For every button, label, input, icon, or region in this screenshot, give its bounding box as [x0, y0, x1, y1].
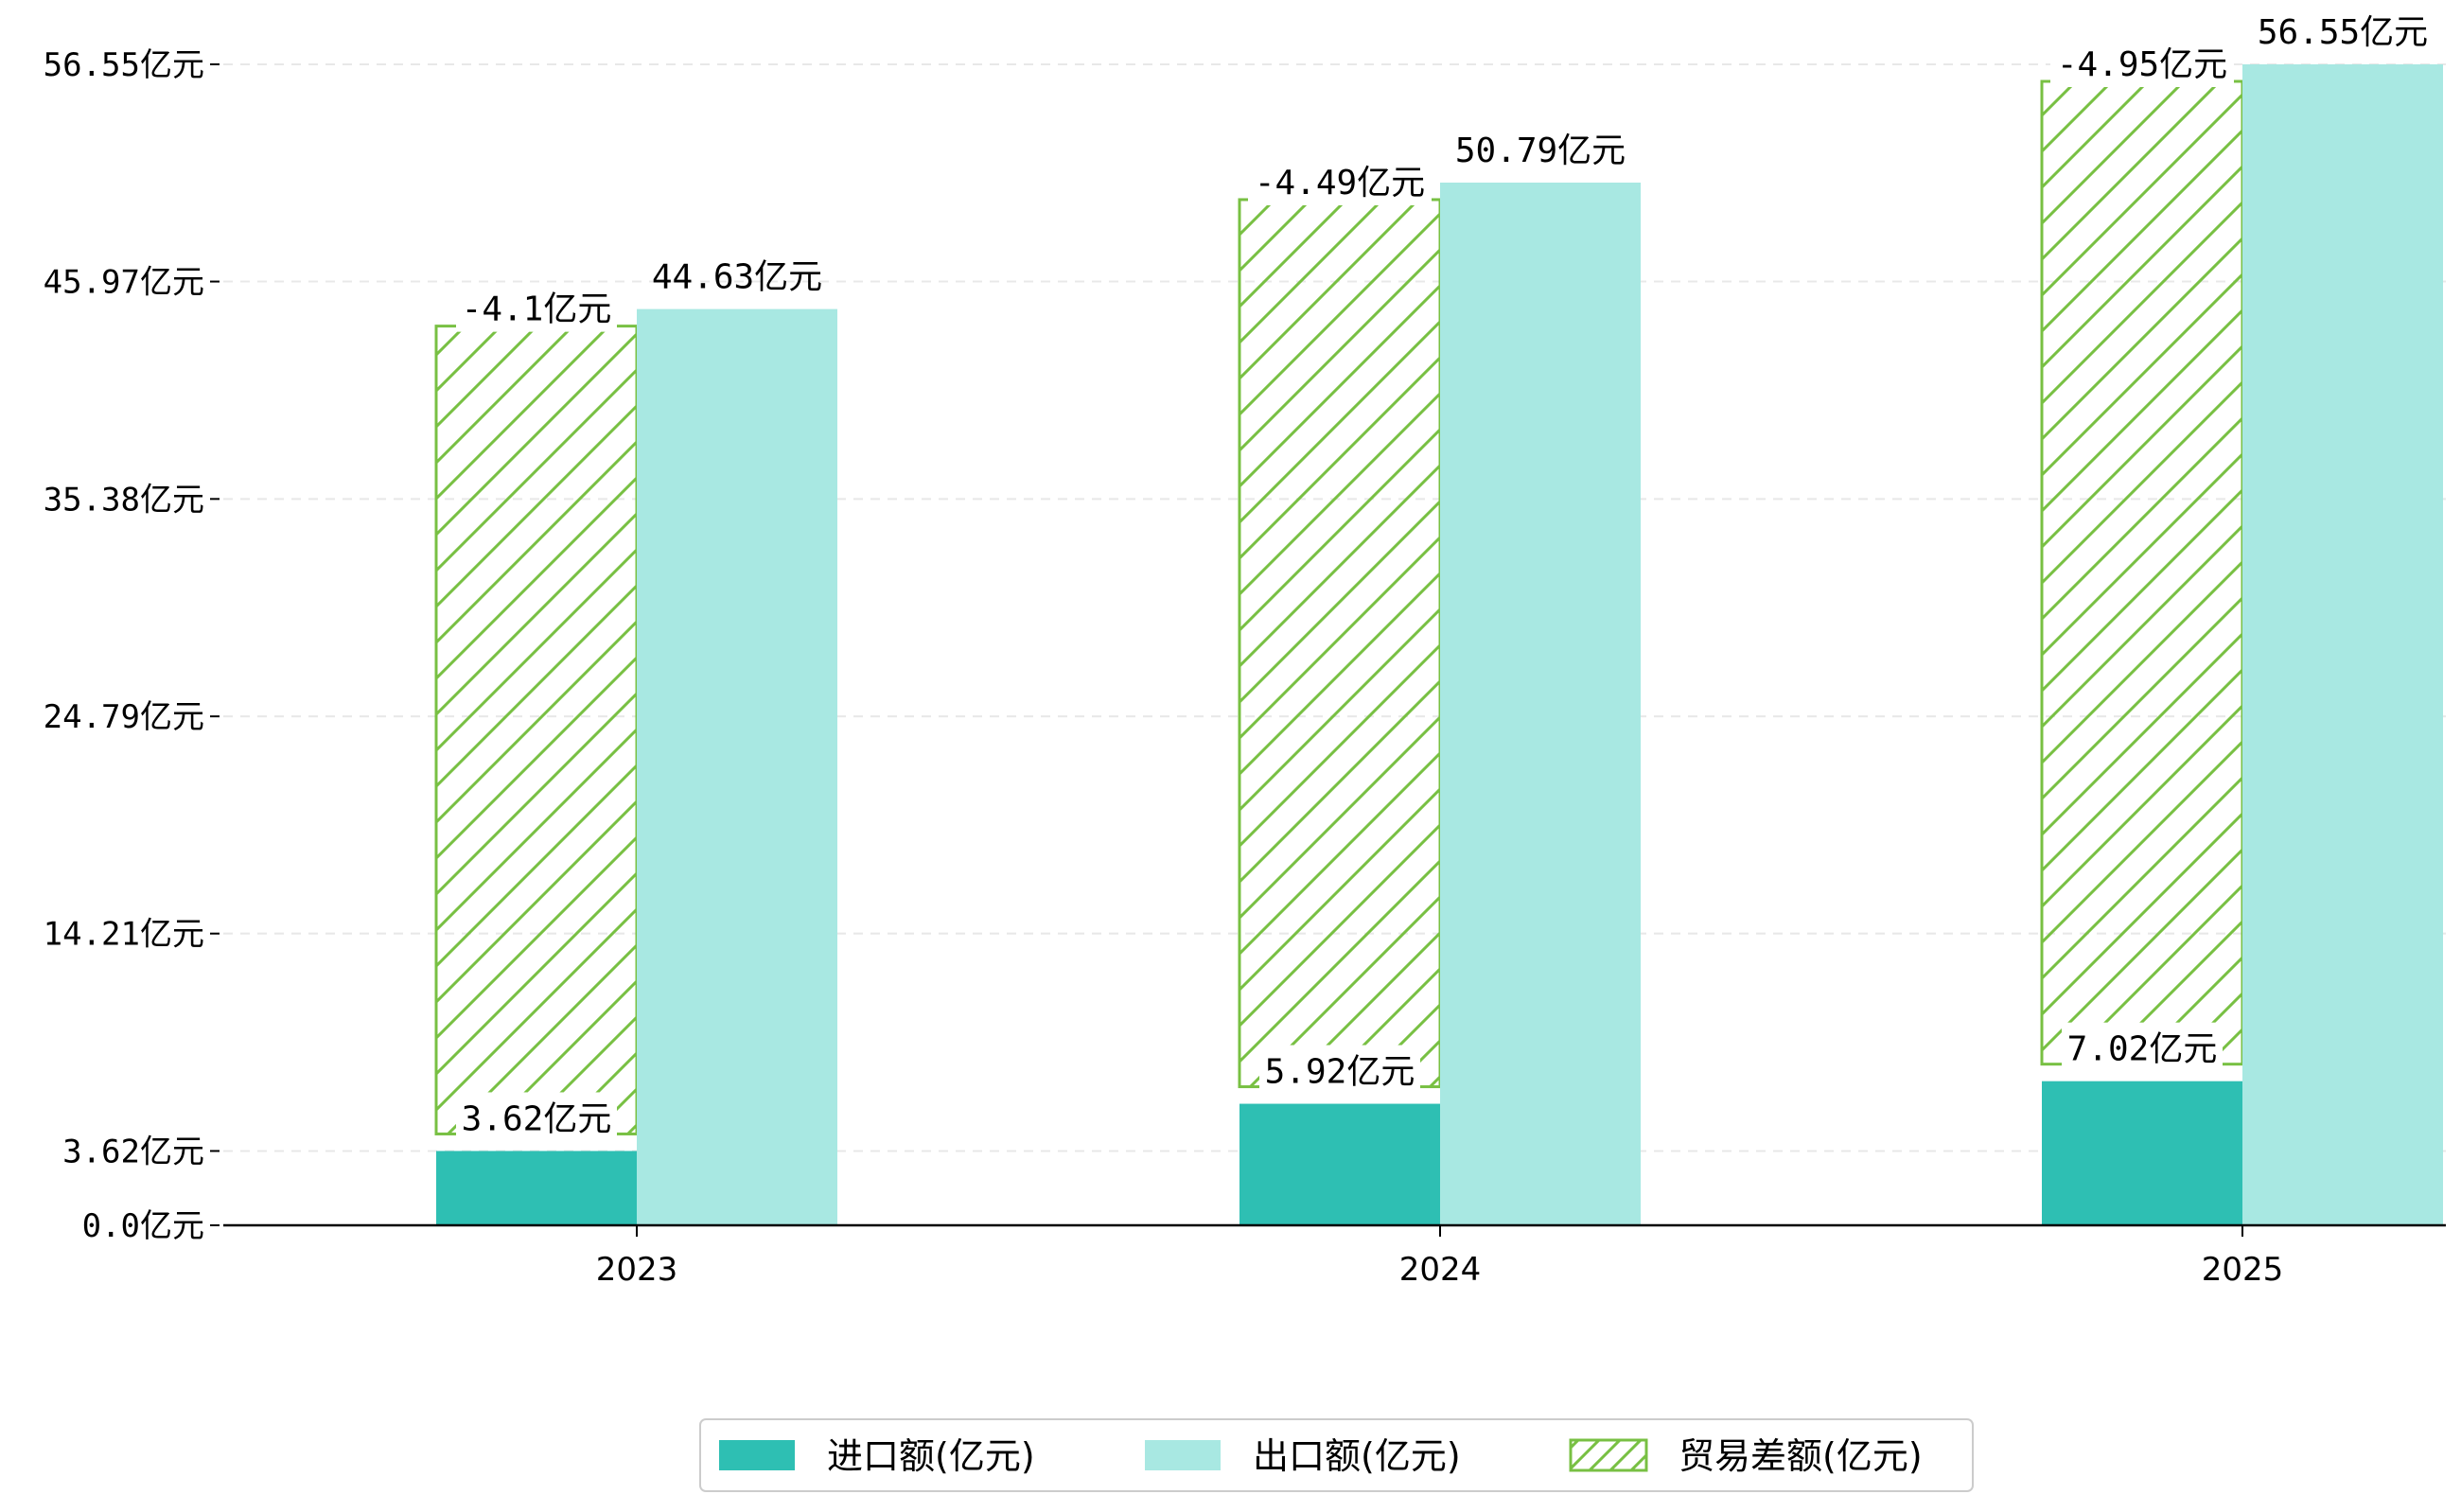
axes: 0.0亿元 3.62亿元 14.21亿元 24.79亿元 35.38亿元 45.97亿元 5… — [44, 46, 2446, 1289]
import-value-label-bg — [1259, 1045, 1420, 1095]
balance-value-label: -4.49亿元 — [1255, 164, 1425, 202]
legend-box — [699, 1418, 1974, 1492]
export-bar-2023 — [637, 308, 837, 1226]
balance-value-label: -4.1亿元 — [462, 290, 612, 329]
x-tick-label: 2024 — [1399, 1251, 1482, 1289]
balance-value-label: -4.95亿元 — [2057, 45, 2227, 84]
y-tick-label: 56.55亿元 — [44, 46, 204, 84]
legend-balance-swatch — [1569, 1438, 1648, 1472]
legend-export-swatch — [1145, 1440, 1221, 1470]
y-tick-label: 35.38亿元 — [44, 481, 204, 519]
import-bar-2025 — [2042, 1081, 2242, 1225]
export-value-label: 56.55亿元 — [2258, 13, 2428, 52]
export-bar-2024 — [1440, 182, 1641, 1225]
y-tick-label: 24.79亿元 — [44, 698, 204, 736]
import-bar-2024 — [1239, 1103, 1440, 1225]
import-value-label-bg — [2062, 1022, 2223, 1072]
balance-bar-2023 — [434, 325, 639, 1135]
y-tick-label: 14.21亿元 — [44, 916, 204, 954]
x-tick-label: 2025 — [2202, 1251, 2284, 1289]
y-tick-label: 3.62亿元 — [62, 1133, 204, 1170]
balance-bar-2025 — [2040, 79, 2244, 1066]
legend-import-swatch — [719, 1440, 795, 1470]
import-value-label: 7.02亿元 — [2067, 1030, 2218, 1069]
y-tick-label: 0.0亿元 — [82, 1207, 204, 1245]
legend-balance-label: 贸易差额(亿元) — [1679, 1435, 1923, 1477]
import-value-label-bg — [456, 1092, 617, 1142]
bars — [434, 64, 2443, 1226]
export-value-label: 50.79亿元 — [1455, 132, 1626, 170]
data-labels: 3.62亿元 -4.1亿元 44.63亿元 5.92亿元 -4.49亿元 50.79亿元 7… — [456, 13, 2428, 1142]
import-value-label: 5.92亿元 — [1265, 1053, 1415, 1092]
legend-export-label: 出口额(亿元) — [1253, 1435, 1461, 1477]
import-value-label: 3.62亿元 — [462, 1099, 612, 1138]
legend-import-label: 进口额(亿元) — [827, 1435, 1035, 1477]
balance-value-label-bg — [456, 282, 617, 332]
balance-value-label-bg — [1248, 155, 1432, 205]
balance-value-label-bg — [2050, 38, 2234, 87]
x-tick-label: 2023 — [596, 1251, 678, 1289]
balance-bar-2024 — [1238, 198, 1442, 1089]
export-bar-2025 — [2242, 64, 2443, 1225]
legend: 进口额(亿元) 出口额(亿元) 贸易差额(亿元) — [699, 1418, 1974, 1492]
import-bar-2023 — [436, 1151, 637, 1225]
export-value-label: 44.63亿元 — [652, 258, 822, 297]
y-tick-label: 45.97亿元 — [44, 264, 204, 302]
